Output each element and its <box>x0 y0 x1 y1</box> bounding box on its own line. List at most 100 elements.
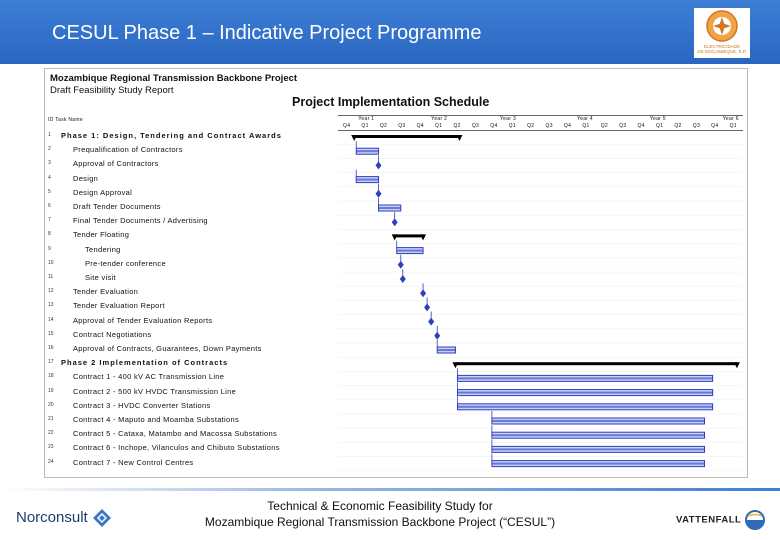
task-name: Phase 1: Design, Tendering and Contract … <box>61 131 282 140</box>
task-id: 3 <box>48 160 51 167</box>
task-name: Prequalification of Contractors <box>73 145 183 155</box>
task-id: 24 <box>48 458 54 465</box>
task-name: Tendering <box>85 244 121 254</box>
summary-bar-end <box>733 362 740 369</box>
footer-line-1: Technical & Economic Feasibility Study f… <box>267 499 493 513</box>
milestone-marker <box>434 331 441 340</box>
task-name: Tender Evaluation <box>73 287 139 297</box>
task-name: Contract 2 - 500 kV HVDC Transmission Li… <box>73 386 237 396</box>
task-id: 16 <box>48 345 54 351</box>
task-bar-hatch <box>437 349 456 351</box>
quarter-label: Q2 <box>453 123 461 129</box>
task-id: 5 <box>48 188 51 195</box>
task-bar-hatch <box>356 150 379 153</box>
task-name: Phase 2 Implementation of Contracts <box>61 358 229 368</box>
quarter-label: Q4 <box>343 123 351 129</box>
task-bar-hatch <box>491 434 705 437</box>
quarter-label: Q1 <box>508 123 516 129</box>
task-bar-hatch <box>491 462 705 465</box>
quarter-label: Q2 <box>527 123 535 129</box>
task-id: 4 <box>48 174 51 181</box>
quarter-label: Q1 <box>729 123 737 129</box>
norconsult-label: Norconsult <box>16 508 88 526</box>
footer-line-2: Mozambique Regional Transmission Backbon… <box>204 515 556 529</box>
task-bar-hatch <box>378 207 401 209</box>
summary-bar-end <box>391 234 398 241</box>
task-bar-hatch <box>396 249 424 252</box>
task-id: 22 <box>48 430 54 437</box>
project-name: Mozambique Regional Transmission Backbon… <box>50 73 298 84</box>
task-id: 2 <box>48 146 51 153</box>
schedule-document: Mozambique Regional Transmission Backbon… <box>44 68 748 478</box>
task-id: 21 <box>48 416 54 422</box>
year-label: Year 1 <box>358 116 375 122</box>
footer-divider <box>0 488 780 491</box>
quarter-label: Q4 <box>490 123 498 129</box>
quarter-label: Q1 <box>435 123 443 129</box>
task-id: 7 <box>48 217 51 224</box>
report-name: Draft Feasibility Study Report <box>50 85 174 96</box>
quarter-label: Q4 <box>416 123 424 129</box>
gantt-chart <box>338 135 743 472</box>
summary-bar-end <box>456 135 463 141</box>
milestone-marker <box>420 289 427 298</box>
task-name: Tender Evaluation Report <box>73 301 165 311</box>
edm-logo: ELECTRICIDADE DE MOÇAMBIQUE, E.P. <box>694 8 750 58</box>
task-name: Final Tender Documents / Advertising <box>73 216 208 226</box>
quarter-label: Q3 <box>471 123 480 129</box>
task-name: Contract 6 - Inchope, Vilanculos and Chi… <box>73 443 280 453</box>
norconsult-logo: Norconsult <box>16 508 112 528</box>
task-name: Approval of Contracts, Guarantees, Down … <box>73 344 262 353</box>
task-name: Site visit <box>85 273 116 282</box>
year-label: Year 6 <box>722 116 739 122</box>
quarter-label: Q1 <box>361 123 369 129</box>
summary-bar-end <box>351 135 358 141</box>
task-bar-hatch <box>457 405 713 408</box>
year-label: Year 5 <box>649 116 666 122</box>
edm-logo-text: ELECTRICIDADE DE MOÇAMBIQUE, E.P. <box>697 44 747 54</box>
milestone-marker <box>391 218 398 227</box>
task-name: Contract 7 - New Control Centres <box>73 457 194 467</box>
task-id: 20 <box>48 401 54 408</box>
edm-logo-icon <box>706 10 738 42</box>
task-id: 8 <box>48 231 51 238</box>
quarter-label: Q2 <box>379 123 388 129</box>
quarter-label: Q4 <box>711 123 719 129</box>
quarter-label: Q1 <box>655 123 664 129</box>
year-label: Year 3 <box>500 116 517 122</box>
task-id: 6 <box>48 203 51 209</box>
summary-bar <box>354 135 460 138</box>
summary-bar-end <box>420 234 427 241</box>
task-bar-hatch <box>457 377 713 380</box>
milestone-marker <box>399 275 406 283</box>
task-name: Contract Negotiations <box>73 329 152 339</box>
task-id: 12 <box>48 288 54 295</box>
task-id: 23 <box>48 444 54 451</box>
task-id: 1 <box>48 132 51 138</box>
task-name: Contract 3 - HVDC Converter Stations <box>73 400 211 410</box>
summary-bar <box>455 362 737 366</box>
task-name: Contract 1 - 400 kV AC Transmission Line <box>73 372 225 382</box>
task-id: 9 <box>48 245 51 252</box>
milestone-marker <box>375 189 382 198</box>
vattenfall-label: VATTENFALL <box>676 514 742 526</box>
task-name: Design <box>73 173 99 183</box>
year-label: Year 4 <box>576 116 594 122</box>
column-header: ID Task Name <box>48 117 83 123</box>
task-bar-hatch <box>491 448 705 451</box>
page-title: CESUL Phase 1 – Indicative Project Progr… <box>52 22 482 44</box>
task-name: Pre-tender conference <box>85 258 166 268</box>
task-id: 11 <box>48 274 54 280</box>
quarter-label: Q2 <box>674 123 682 129</box>
milestone-marker <box>424 303 431 312</box>
task-id: 10 <box>48 259 54 266</box>
milestone-marker <box>428 317 435 326</box>
quarter-label: Q4 <box>637 123 645 129</box>
milestone-marker <box>375 161 382 170</box>
summary-bar-end <box>452 362 459 369</box>
vattenfall-icon <box>745 510 766 530</box>
task-name: Contract 4 - Maputo and Moamba Substatio… <box>73 415 240 424</box>
schedule-title: Project Implementation Schedule <box>292 95 490 109</box>
task-name: Draft Tender Documents <box>73 202 161 211</box>
quarter-label: Q3 <box>398 123 406 129</box>
